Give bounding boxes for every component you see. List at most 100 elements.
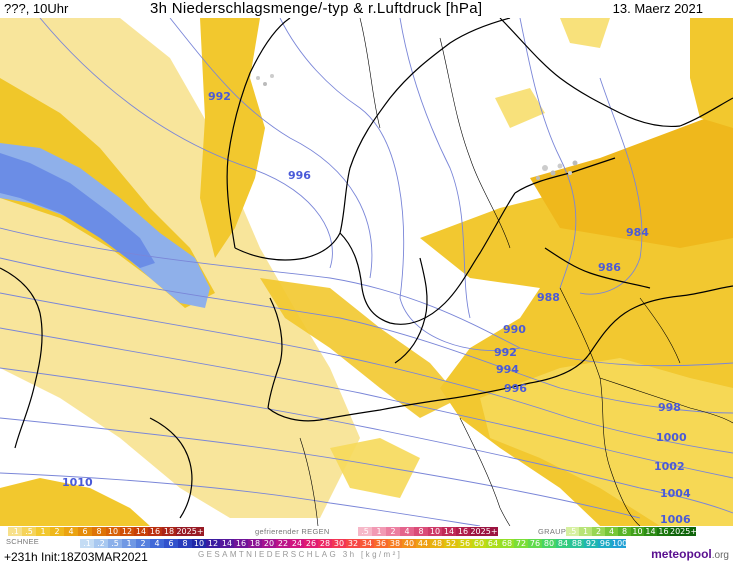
isobar-label: 992 xyxy=(208,90,231,103)
legend-rain-cell: .1 xyxy=(8,527,22,536)
legend: .1.5 1 2 4 6 8 10 12 14 16 18 2025+ SCHNEE gefriere… xyxy=(0,526,733,566)
country-borders xyxy=(299,18,733,526)
precipitation-map: 992 996 984 986 988 990 992 994 996 998 … xyxy=(0,18,733,526)
isobar-label: 996 xyxy=(288,169,311,182)
legend-snow-cell: 2 xyxy=(136,539,150,548)
header-valid-time: ???, 10Uhr xyxy=(4,1,69,16)
legend-rain-cell: 2025+ xyxy=(176,527,204,536)
legend-graupel-cell: 16 xyxy=(657,527,670,536)
legend-snow-cell: 1 xyxy=(122,539,136,548)
legend-freezing-cell: 10 xyxy=(428,527,442,536)
legend-snow-cell: 16 xyxy=(234,539,248,548)
isobar-labels: 992 996 984 986 988 990 992 994 996 998 … xyxy=(62,90,691,526)
legend-freezing-cell: 2 xyxy=(386,527,400,536)
legend-snow-cell: 18 xyxy=(248,539,262,548)
legend-snow-cell: 56 xyxy=(458,539,472,548)
legend-snow-cell: 76 xyxy=(528,539,542,548)
legend-rain-cell: 4 xyxy=(64,527,78,536)
legend-rain-cell: 12 xyxy=(120,527,134,536)
legend-snow-cell: 24 xyxy=(290,539,304,548)
legend-freezing-label: gefrierender REGEN xyxy=(255,527,330,536)
legend-snow-cell: 38 xyxy=(388,539,402,548)
legend-snow-cell: 20 xyxy=(262,539,276,548)
isobar-label: 986 xyxy=(598,261,621,274)
legend-freezing-cell: 8 xyxy=(414,527,428,536)
legend-snow-cell: 30 xyxy=(332,539,346,548)
legend-graupel-cell: 1 xyxy=(579,527,592,536)
isobar-label: 994 xyxy=(496,363,519,376)
legend-snow-cell: 72 xyxy=(514,539,528,548)
legend-graupel-scale: .5 1 2 4 8 10 14 16 2025+ xyxy=(566,527,696,536)
legend-freezing-scale: .5 1 2 4 8 10 14 16 2025+ xyxy=(358,527,498,536)
brand-logo[interactable]: meteopool.org xyxy=(651,547,729,561)
legend-snow-scale: .1.2.5 1 2 4 6 8 10 12 14 16 18 20 22 24 26 28 30 32 34 36 3… xyxy=(80,539,626,548)
legend-snow-cell: 48 xyxy=(430,539,444,548)
legend-snow-cell: 4 xyxy=(150,539,164,548)
isobar-label: 992 xyxy=(494,346,517,359)
legend-snow-cell: 10 xyxy=(192,539,206,548)
isobar-label: 990 xyxy=(503,323,526,336)
map-title: 3h Niederschlagsmenge/-typ & r.Luftdruck… xyxy=(150,0,483,17)
legend-snow-cell: 44 xyxy=(416,539,430,548)
legend-freezing-cell: 1 xyxy=(372,527,386,536)
isobar-label: 1004 xyxy=(660,487,691,500)
sea-ice-patch xyxy=(256,74,578,180)
coastlines xyxy=(0,18,733,519)
legend-snow-cell: 60 xyxy=(472,539,486,548)
legend-graupel-cell: .5 xyxy=(566,527,579,536)
legend-rain-cell: 10 xyxy=(106,527,120,536)
legend-snow-cell: 92 xyxy=(584,539,598,548)
legend-snow-cell: 32 xyxy=(346,539,360,548)
legend-snow-cell: 100 xyxy=(612,539,626,548)
legend-snow-cell: 80 xyxy=(542,539,556,548)
legend-rain-cell: 18 xyxy=(162,527,176,536)
run-info: +231h Init:18Z03MAR2021 xyxy=(4,550,148,564)
legend-graupel-cell: 4 xyxy=(605,527,618,536)
legend-rain-cell: 14 xyxy=(134,527,148,536)
legend-graupel-cell: 10 xyxy=(631,527,644,536)
legend-freezing-cell: 4 xyxy=(400,527,414,536)
legend-freezing-cell: 2025+ xyxy=(470,527,498,536)
legend-snow-cell: 64 xyxy=(486,539,500,548)
legend-snow-cell: 40 xyxy=(402,539,416,548)
legend-snow-cell: 22 xyxy=(276,539,290,548)
legend-snow-cell: 28 xyxy=(318,539,332,548)
legend-graupel-cell: 2 xyxy=(592,527,605,536)
legend-snow-cell: 84 xyxy=(556,539,570,548)
legend-snow-cell: 8 xyxy=(178,539,192,548)
legend-rain-cell: 6 xyxy=(78,527,92,536)
isobar-label: 998 xyxy=(658,401,681,414)
legend-snow-cell: 34 xyxy=(360,539,374,548)
legend-freezing-cell: .5 xyxy=(358,527,372,536)
isobar-label: 1010 xyxy=(62,476,93,489)
legend-snow-cell: 14 xyxy=(220,539,234,548)
legend-snow-cell: .5 xyxy=(108,539,122,548)
legend-rain-cell: .5 xyxy=(22,527,36,536)
legend-snow-cell: 52 xyxy=(444,539,458,548)
legend-graupel-label: GRAUPEL xyxy=(538,527,576,536)
legend-freezing-cell: 14 xyxy=(442,527,456,536)
legend-snow-cell: 6 xyxy=(164,539,178,548)
legend-graupel-cell: 2025+ xyxy=(670,527,696,536)
isobar-label: 984 xyxy=(626,226,649,239)
legend-graupel-cell: 14 xyxy=(644,527,657,536)
legend-snow-label: SCHNEE xyxy=(6,537,40,546)
legend-snow-cell: 12 xyxy=(206,539,220,548)
isobar-label: 996 xyxy=(504,382,527,395)
legend-snow-cell: 26 xyxy=(304,539,318,548)
isobar-label: 1000 xyxy=(656,431,687,444)
legend-snow-cell: 36 xyxy=(374,539,388,548)
isobar-label: 1002 xyxy=(654,460,685,473)
legend-snow-cell: .1 xyxy=(80,539,94,548)
header-date: 13. Maerz 2021 xyxy=(612,1,703,16)
isobar-label: 1006 xyxy=(660,513,691,526)
isobars xyxy=(0,18,733,526)
legend-snow-cell: 68 xyxy=(500,539,514,548)
isobar-label: 988 xyxy=(537,291,560,304)
legend-snow-cell: .2 xyxy=(94,539,108,548)
legend-snow-cell: 88 xyxy=(570,539,584,548)
snow-field xyxy=(0,143,210,308)
legend-freezing-cell: 16 xyxy=(456,527,470,536)
legend-rain-cell: 1 xyxy=(36,527,50,536)
